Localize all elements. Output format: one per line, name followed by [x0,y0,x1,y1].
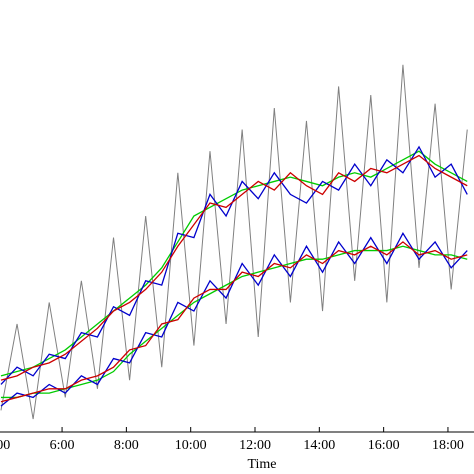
series-line [0,150,468,377]
series-line [0,145,468,385]
x-tick-label: 8:00 [114,438,139,453]
x-tick-label: 10:00 [175,438,207,453]
series-line [0,241,468,403]
x-tick-label: 6:00 [50,438,75,453]
series-line [0,154,468,381]
series-line [0,64,468,420]
series-line [0,231,468,407]
x-axis-label: Time [247,457,276,472]
series-line [0,245,468,399]
x-tick-label: 18:00 [432,438,464,453]
x-tick-label: 4:00 [0,438,10,453]
x-tick-label: 16:00 [368,438,400,453]
x-tick-label: 12:00 [239,438,271,453]
x-tick-label: 14:00 [303,438,335,453]
